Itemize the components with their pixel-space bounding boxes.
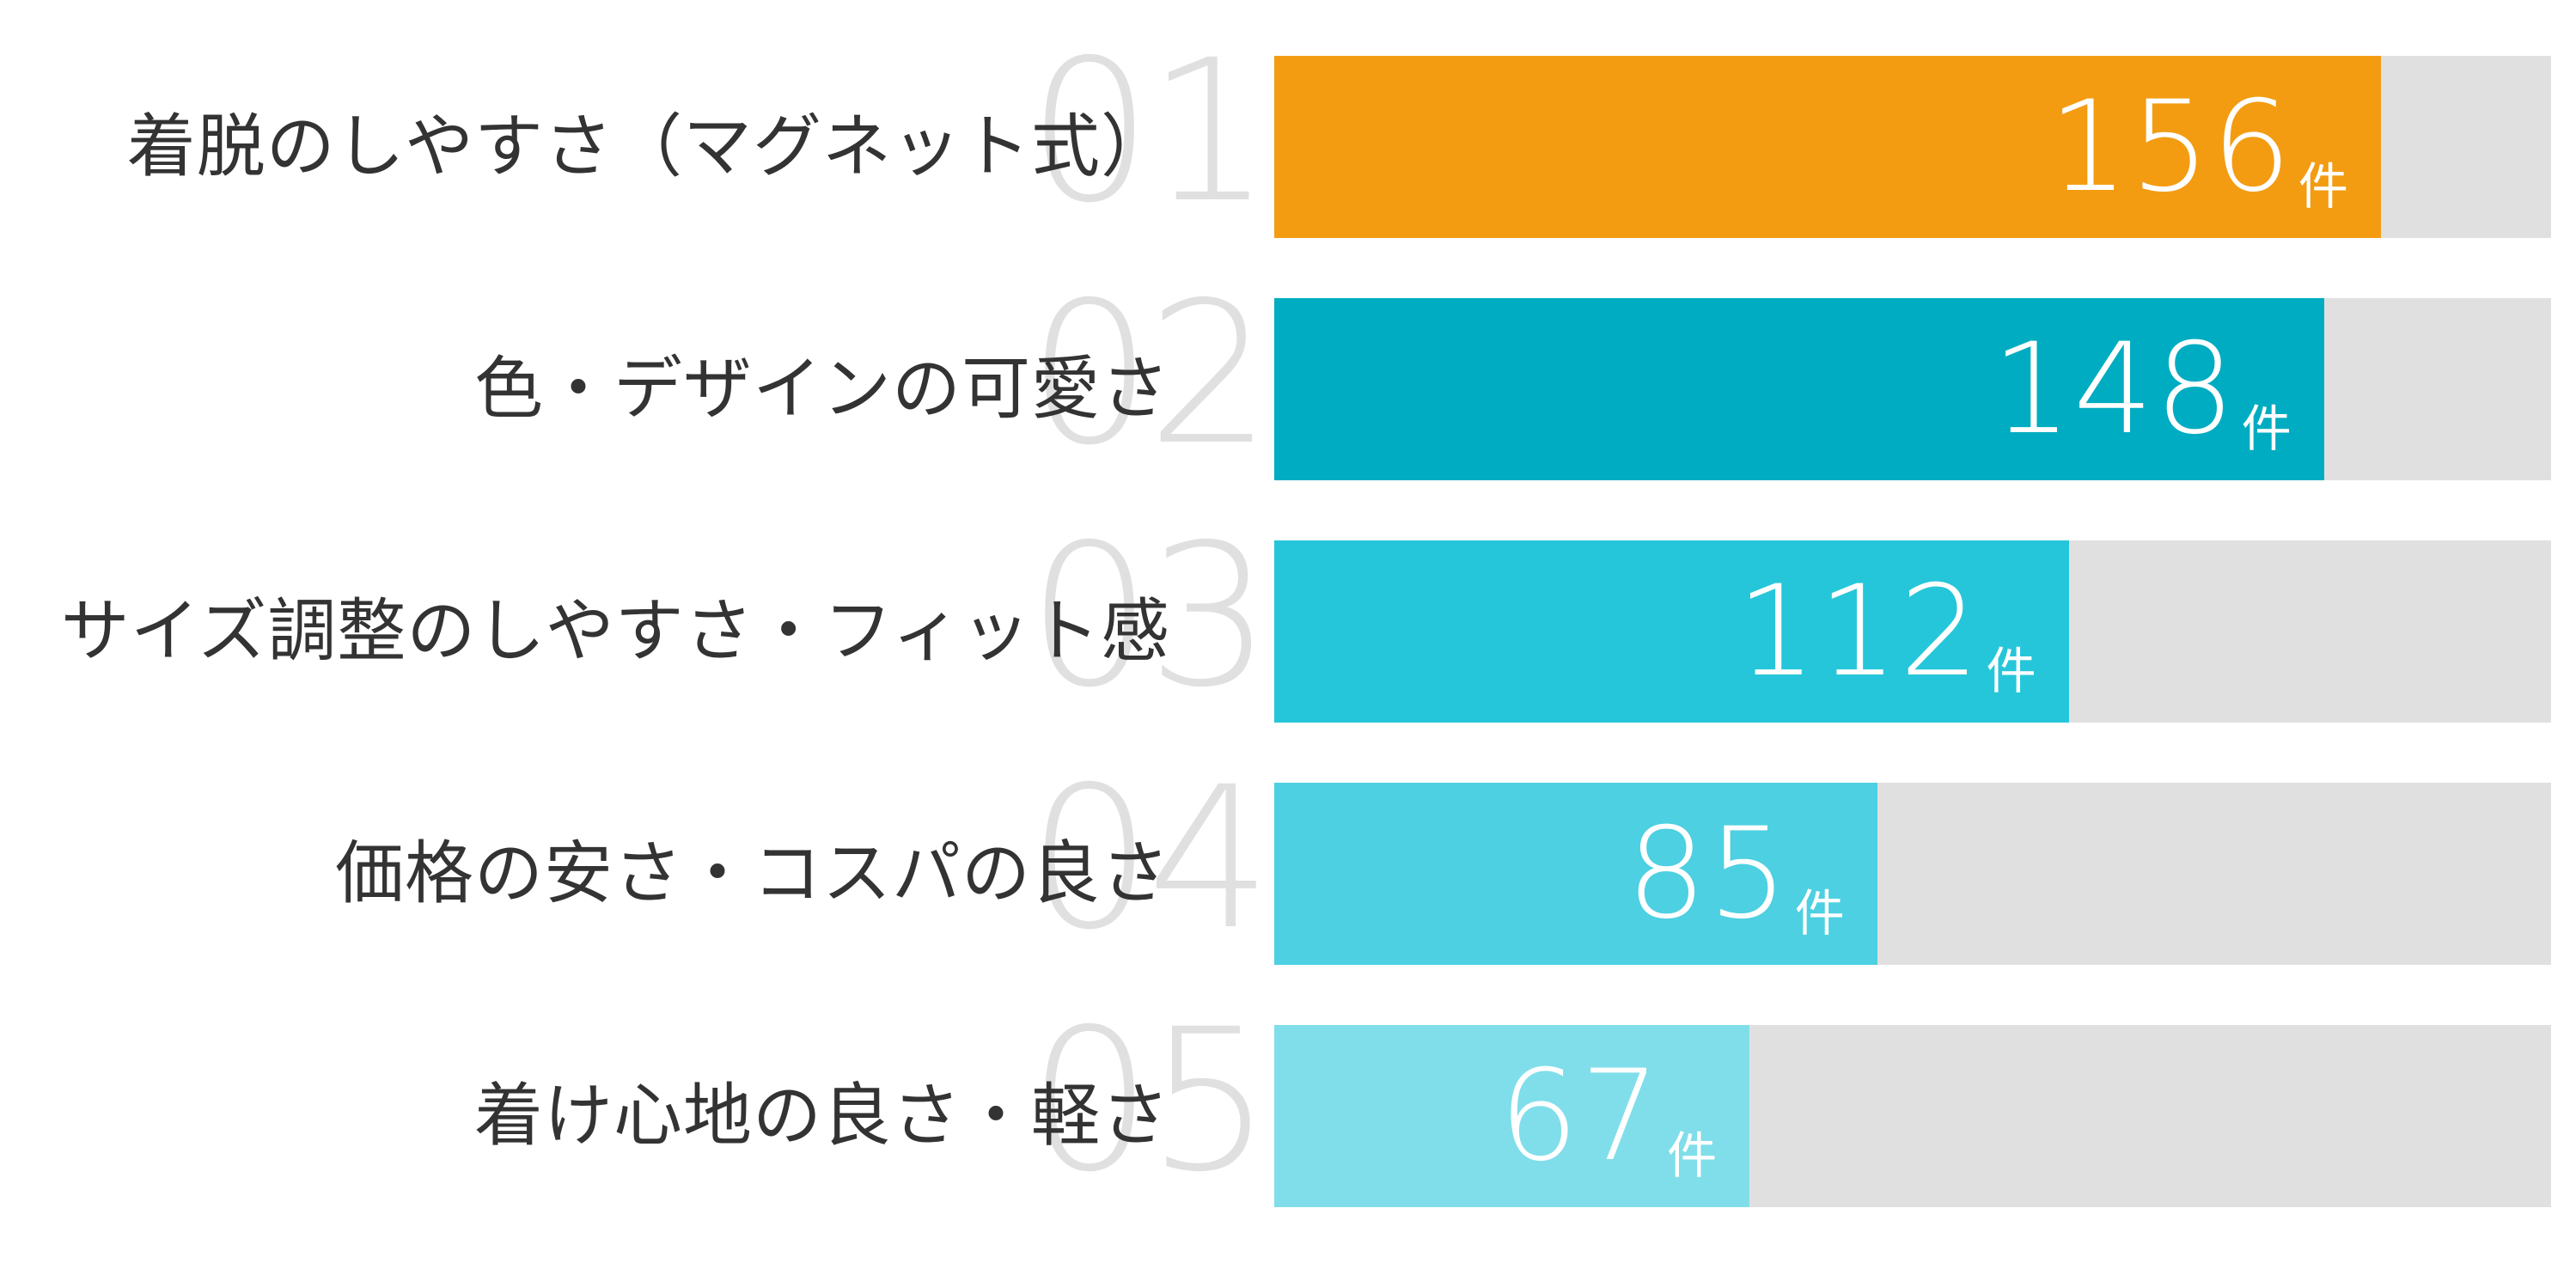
value-unit: 件 (1986, 642, 2036, 700)
category-label: 着脱のしやすさ（マグネット式） (126, 107, 1170, 186)
bar-fill: 85 件 (1274, 783, 1877, 965)
chart-row-3: 03 サイズ調整のしやすさ・フィット感 112 件 (0, 518, 2576, 723)
rank-number: 01 (1027, 17, 1272, 246)
chart-row-1: 01 着脱のしやすさ（マグネット式） 156 件 (0, 34, 2576, 238)
value-number: 148 (1992, 316, 2237, 462)
value-number: 85 (1626, 801, 1790, 947)
category-label: 着け心地の良さ・軽さ (474, 1076, 1170, 1156)
rank-number: 05 (1027, 986, 1272, 1215)
rank-number: 04 (1027, 744, 1272, 973)
rank-number: 02 (1027, 259, 1272, 488)
value-unit: 件 (1667, 1126, 1718, 1185)
bar-fill: 112 件 (1274, 540, 2069, 723)
bar-fill: 148 件 (1274, 298, 2324, 480)
category-label: サイズ調整のしやすさ・フィット感 (60, 591, 1170, 671)
chart-row-5: 05 着け心地の良さ・軽さ 67 件 (0, 1003, 2576, 1207)
value-number: 156 (2048, 74, 2293, 220)
category-label: 色・デザインの可愛さ (474, 349, 1170, 429)
value-unit: 件 (2241, 400, 2292, 458)
bar-track: 156 件 (1274, 56, 2551, 238)
chart-row-2: 02 色・デザインの可愛さ 148 件 (0, 276, 2576, 480)
value-label: 148 件 (1992, 298, 2292, 480)
value-unit: 件 (1794, 884, 1845, 943)
chart-row-4: 04 価格の安さ・コスパの良さ 85 件 (0, 760, 2576, 965)
bar-fill: 156 件 (1274, 56, 2381, 238)
rank-number: 03 (1027, 502, 1272, 730)
bar-track: 67 件 (1274, 1025, 2551, 1207)
value-unit: 件 (2298, 157, 2348, 216)
bar-fill: 67 件 (1274, 1025, 1750, 1207)
value-number: 112 (1736, 558, 1981, 705)
bar-track: 85 件 (1274, 783, 2551, 965)
category-label: 価格の安さ・コスパの良さ (335, 833, 1170, 913)
bar-track: 112 件 (1274, 540, 2551, 723)
value-label: 156 件 (2048, 56, 2348, 238)
value-label: 112 件 (1737, 540, 2036, 723)
bar-track: 148 件 (1274, 298, 2551, 480)
value-label: 85 件 (1627, 783, 1845, 965)
value-number: 67 (1499, 1043, 1663, 1189)
value-label: 67 件 (1499, 1025, 1717, 1207)
